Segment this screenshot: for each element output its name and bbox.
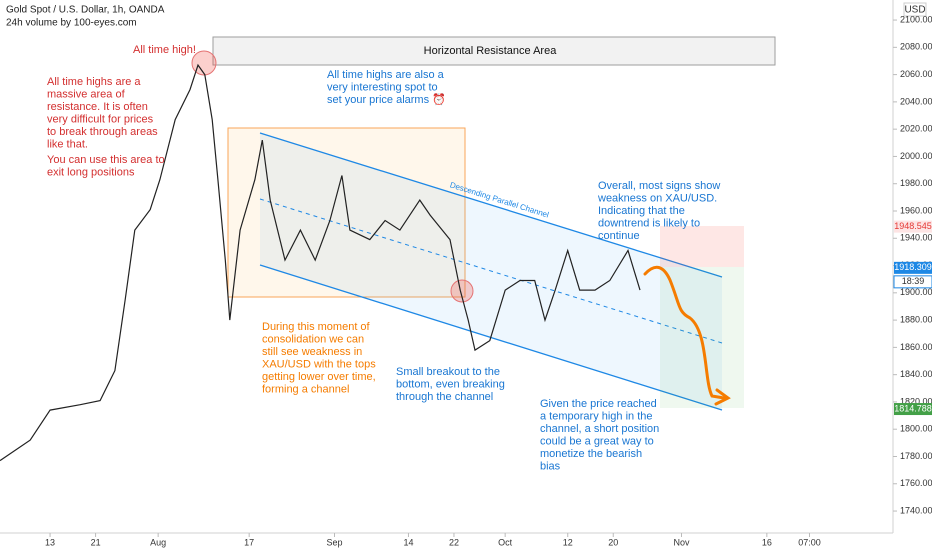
currency: USD: [904, 5, 925, 16]
y-tick-label: 1800.000: [900, 424, 932, 434]
y-tick-label: 1980.000: [900, 178, 932, 188]
annotation: weakness on XAU/USD.: [597, 192, 717, 204]
annotation: a temporary high in the: [540, 410, 653, 422]
arrow-head: [714, 388, 731, 406]
annotation: bottom, even breaking: [396, 378, 505, 390]
price-label-box: [894, 220, 932, 233]
annotation: massive area of: [47, 88, 126, 100]
x-tick-label: 12: [563, 537, 573, 547]
annotation: You can use this area to: [47, 154, 165, 166]
x-tick-label: Aug: [150, 537, 166, 547]
y-tick-label: 1760.000: [900, 478, 932, 488]
annotation: All time high!: [133, 44, 196, 56]
x-tick-label: Sep: [326, 537, 342, 547]
x-tick-label: 13: [45, 537, 55, 547]
channel-upper: [259, 132, 723, 278]
y-tick-label: 2040.000: [900, 96, 932, 106]
annotation: consolidation we can: [262, 333, 364, 345]
annotation: forming a channel: [262, 383, 349, 395]
y-tick-label: 2000.000: [900, 151, 932, 161]
annotation: All time highs are a: [47, 76, 141, 88]
annotation: downtrend is likely to: [598, 217, 700, 229]
annotation: bias: [540, 460, 561, 472]
ath-circle: [191, 50, 217, 76]
consolidation-box: [227, 127, 466, 298]
subtitle: 24h volume by 100-eyes.com: [6, 18, 137, 29]
annotation: to break through areas: [47, 126, 158, 138]
annotation: Indicating that the: [598, 205, 685, 217]
price-line: [0, 63, 641, 462]
price-label: 1814.788: [894, 403, 932, 413]
x-tick-label: 17: [244, 537, 254, 547]
title: Gold Spot / U.S. Dollar, 1h, OANDA: [6, 5, 165, 16]
annotation: continue: [598, 230, 640, 242]
annotation: resistance. It is often: [47, 101, 148, 113]
annotation: very interesting spot to: [327, 81, 438, 93]
x-tick-label: 21: [91, 537, 101, 547]
stop-zone: [660, 226, 744, 267]
x-tick-label: 07:00: [798, 537, 821, 547]
y-tick-label: 2060.000: [900, 69, 932, 79]
y-tick-label: 2020.000: [900, 124, 932, 134]
x-tick-label: Nov: [674, 537, 691, 547]
x-tick-label: 14: [403, 537, 413, 547]
projection-arrow: [643, 265, 726, 400]
annotation: monetize the bearish: [540, 448, 642, 460]
annotation: All time highs are also a: [327, 69, 445, 81]
price-label: 1948.545: [894, 221, 932, 231]
y-tick-label: 1940.000: [900, 233, 932, 243]
price-label: 1918.309: [894, 262, 932, 272]
annotation: through the channel: [396, 391, 493, 403]
x-tick-label: 22: [449, 537, 459, 547]
annotation: XAU/USD with the tops: [262, 358, 376, 370]
x-tick-label: Oct: [498, 537, 513, 547]
x-tick-label: 20: [608, 537, 618, 547]
price-label-box: [894, 261, 932, 274]
countdown: 18:39: [902, 276, 925, 286]
annotation: exit long positions: [47, 166, 135, 178]
y-tick-label: 1880.000: [900, 314, 932, 324]
annotation: could be a great way to: [540, 435, 654, 447]
y-tick-label: 1860.000: [900, 342, 932, 352]
annotation: getting lower over time,: [262, 371, 376, 383]
price-label-box: [894, 403, 932, 416]
y-tick-label: 1820.000: [900, 396, 932, 406]
annotation: very difficult for prices: [47, 113, 154, 125]
annotation: still see weakness in: [262, 346, 362, 358]
breakout-circle: [450, 279, 474, 303]
annotation: During this moment of: [262, 321, 371, 333]
y-tick-label: 1740.000: [900, 505, 932, 515]
annotation: set your price alarms ⏰: [327, 92, 446, 106]
channel-middle: [259, 198, 723, 344]
y-tick-label: 1960.000: [900, 205, 932, 215]
annotation: Overall, most signs show: [598, 180, 720, 192]
annotation: Small breakout to the: [396, 366, 500, 378]
resistance-box: [212, 36, 776, 66]
y-tick-label: 1780.000: [900, 451, 932, 461]
annotation: channel, a short position: [540, 423, 659, 435]
annotation: like that.: [47, 138, 88, 150]
y-tick-label: 2080.000: [900, 42, 932, 52]
y-tick-label: 1840.000: [900, 369, 932, 379]
x-tick-label: 16: [762, 537, 772, 547]
resistance-label: Horizontal Resistance Area: [424, 45, 558, 57]
y-tick-label: 1900.000: [900, 287, 932, 297]
annotation: Given the price reached: [540, 398, 657, 410]
countdown-box: [893, 275, 932, 289]
currency-box: [903, 2, 927, 17]
y-tick-label: 2100.000: [900, 14, 932, 24]
